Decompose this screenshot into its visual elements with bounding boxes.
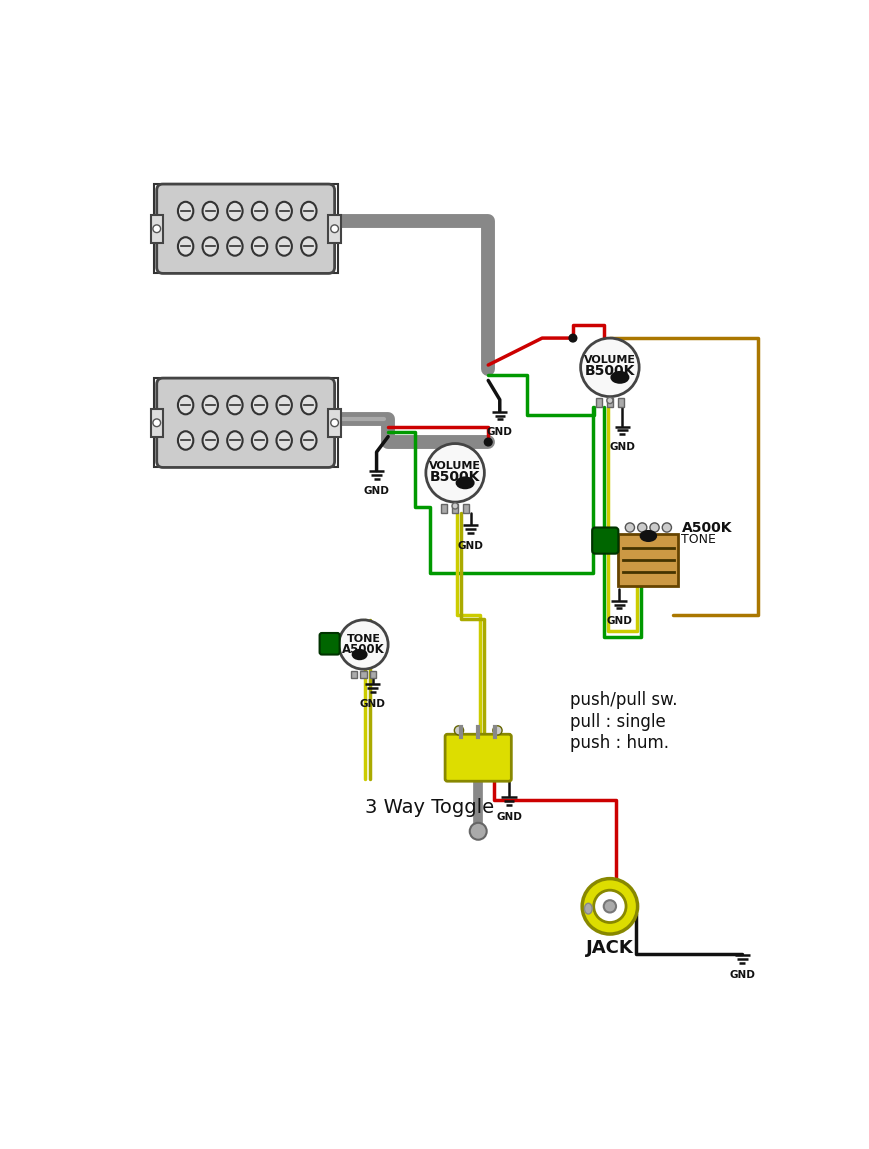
Text: A500K: A500K [342,642,384,656]
Circle shape [425,444,484,502]
Text: VOLUME: VOLUME [583,355,635,365]
Bar [618,533,678,586]
Ellipse shape [251,237,267,256]
Bar [462,503,468,512]
Ellipse shape [251,395,267,415]
Ellipse shape [227,395,242,415]
Text: pull : single: pull : single [569,712,665,731]
Text: GND: GND [606,616,632,626]
Ellipse shape [177,202,193,221]
FancyBboxPatch shape [592,527,618,554]
Ellipse shape [202,395,218,415]
Circle shape [625,523,634,532]
Circle shape [469,823,486,840]
Ellipse shape [352,650,366,660]
Text: GND: GND [457,540,483,550]
Text: VOLUME: VOLUME [428,461,481,471]
Circle shape [153,225,161,232]
Ellipse shape [611,372,627,383]
Circle shape [338,620,388,669]
Circle shape [454,726,463,735]
Text: GND: GND [487,426,512,437]
Bar [328,409,341,437]
Text: GND: GND [608,442,634,452]
Circle shape [580,338,639,396]
Ellipse shape [276,395,291,415]
Ellipse shape [456,478,473,488]
Circle shape [649,523,659,532]
FancyBboxPatch shape [319,633,339,655]
Text: TONE: TONE [680,533,715,546]
FancyBboxPatch shape [445,734,511,781]
FancyBboxPatch shape [154,184,337,273]
Ellipse shape [202,202,218,221]
Text: GND: GND [363,486,389,496]
Circle shape [452,503,458,509]
Ellipse shape [227,202,242,221]
Text: GND: GND [728,970,754,980]
Ellipse shape [301,237,316,256]
Bar [441,503,447,512]
Circle shape [661,523,671,532]
Bar [150,215,163,242]
Bar [369,671,375,678]
Ellipse shape [640,531,655,541]
Ellipse shape [301,431,316,449]
Ellipse shape [177,237,193,256]
Ellipse shape [177,395,193,415]
Ellipse shape [251,431,267,449]
Ellipse shape [202,237,218,256]
Text: GND: GND [360,700,385,709]
Text: B500K: B500K [584,364,634,378]
FancyBboxPatch shape [156,378,335,468]
Bar [150,409,163,437]
Ellipse shape [301,395,316,415]
Circle shape [330,419,338,426]
FancyBboxPatch shape [154,378,337,468]
Ellipse shape [177,431,193,449]
Text: A500K: A500K [680,520,731,534]
Ellipse shape [227,431,242,449]
Ellipse shape [301,202,316,221]
FancyBboxPatch shape [156,184,335,273]
Ellipse shape [251,202,267,221]
Text: JACK: JACK [586,939,633,957]
Text: B500K: B500K [429,470,480,484]
Text: TONE: TONE [346,634,380,645]
Ellipse shape [276,237,291,256]
Bar [360,671,366,678]
Circle shape [606,398,613,403]
Ellipse shape [202,431,218,449]
Circle shape [637,523,646,532]
Circle shape [581,879,637,934]
Circle shape [330,225,338,232]
Circle shape [593,890,626,923]
Bar [617,399,623,408]
Bar [328,215,341,242]
Circle shape [492,726,501,735]
Text: GND: GND [495,812,521,823]
Text: push/pull sw.: push/pull sw. [569,691,677,709]
Circle shape [568,334,576,342]
Circle shape [484,438,492,446]
Ellipse shape [276,431,291,449]
Bar [595,399,601,408]
Bar [452,503,458,512]
Ellipse shape [276,202,291,221]
Circle shape [153,419,161,426]
Text: 3 Way Toggle: 3 Way Toggle [365,799,494,817]
Ellipse shape [584,903,592,915]
Ellipse shape [227,237,242,256]
Bar [351,671,357,678]
Circle shape [603,900,615,912]
Text: push : hum.: push : hum. [569,734,668,753]
Bar [606,399,613,408]
